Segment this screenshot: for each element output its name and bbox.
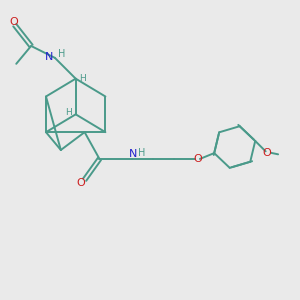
Text: H: H bbox=[138, 148, 146, 158]
Text: H: H bbox=[79, 74, 86, 82]
Text: H: H bbox=[58, 49, 65, 59]
Text: N: N bbox=[129, 149, 137, 160]
Text: O: O bbox=[263, 148, 272, 158]
Text: O: O bbox=[9, 17, 18, 27]
Text: H: H bbox=[65, 108, 72, 117]
Text: N: N bbox=[45, 52, 54, 62]
Text: O: O bbox=[77, 178, 85, 188]
Text: O: O bbox=[194, 154, 203, 164]
